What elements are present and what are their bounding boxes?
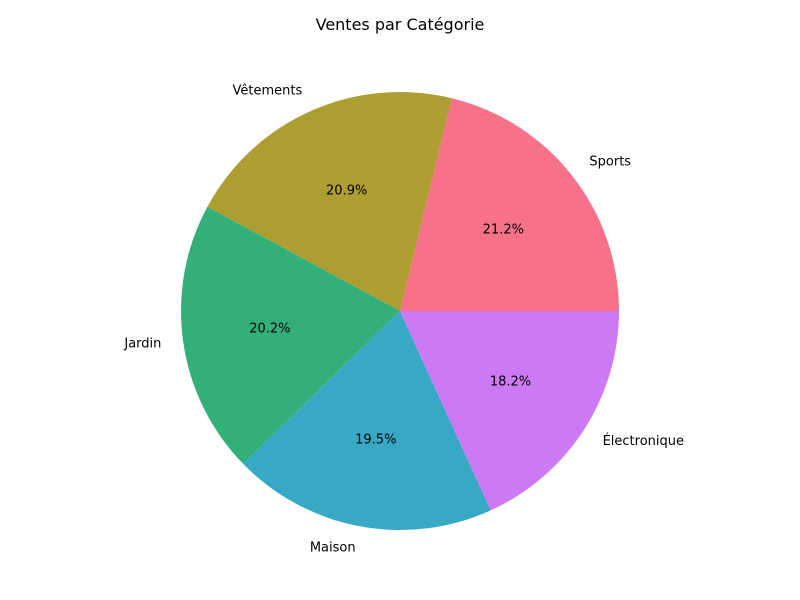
pie-slice-jardin bbox=[181, 206, 400, 464]
slice-label: Vêtements bbox=[232, 83, 302, 98]
pie-labels: Sports 21.2% Vêtements 20.9% Jardin 20.2% Mais… bbox=[123, 83, 684, 555]
slice-percentage-label: 20.2% bbox=[249, 322, 290, 337]
slice-label: Sports bbox=[589, 155, 631, 170]
slice-percentage-label: 21.2% bbox=[483, 222, 524, 237]
pie-slices bbox=[181, 92, 619, 531]
pie-slice-sports bbox=[400, 98, 619, 312]
slice-percentage-label: 18.2% bbox=[490, 375, 531, 390]
slice-label: Maison bbox=[310, 540, 356, 555]
slice-label: Jardin bbox=[123, 337, 161, 352]
slice-percentage-label: 20.9% bbox=[326, 183, 367, 198]
pie-slice-electronique bbox=[400, 311, 619, 511]
slice-percentage-label: 19.5% bbox=[355, 433, 396, 448]
pie-slice-maison bbox=[243, 311, 491, 531]
slice-label: Électronique bbox=[603, 433, 684, 449]
chart-title: Ventes par Catégorie bbox=[316, 15, 485, 34]
pie-slice-vetements bbox=[207, 92, 452, 312]
